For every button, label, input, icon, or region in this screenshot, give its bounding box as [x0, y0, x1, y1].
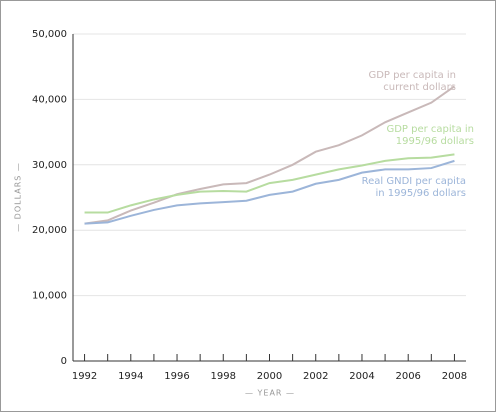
- series-line: [84, 85, 456, 225]
- series-line: [84, 159, 455, 225]
- x-tick-label: 2002: [303, 371, 328, 382]
- x-tick-label: 1996: [164, 371, 189, 382]
- x-tick-label: 2000: [257, 371, 282, 382]
- x-tick-label: 2004: [349, 371, 374, 382]
- x-tick-label: 1998: [211, 371, 236, 382]
- x-tick-label: 2008: [442, 371, 467, 382]
- x-tick-label: 2006: [395, 371, 420, 382]
- series-line: [84, 153, 455, 214]
- series-label: Real GNDI per capita in 1995/96 dollars: [361, 176, 466, 199]
- y-tick-label: 50,000: [32, 29, 67, 40]
- x-tick-label: 1994: [118, 371, 143, 382]
- y-tick-label: 20,000: [32, 225, 67, 236]
- y-tick-label: 10,000: [32, 291, 67, 302]
- y-tick-label: 40,000: [32, 94, 67, 105]
- x-axis-title: — YEAR —: [245, 389, 295, 398]
- x-tick-label: 1992: [72, 371, 97, 382]
- y-tick-label: 0: [61, 356, 67, 367]
- y-tick-label: 30,000: [32, 160, 67, 171]
- y-axis-title: — DOLLARS —: [14, 162, 23, 232]
- series-label: GDP per capita in 1995/96 dollars: [386, 124, 474, 147]
- series-label: GDP per capita in current dollars: [368, 70, 456, 93]
